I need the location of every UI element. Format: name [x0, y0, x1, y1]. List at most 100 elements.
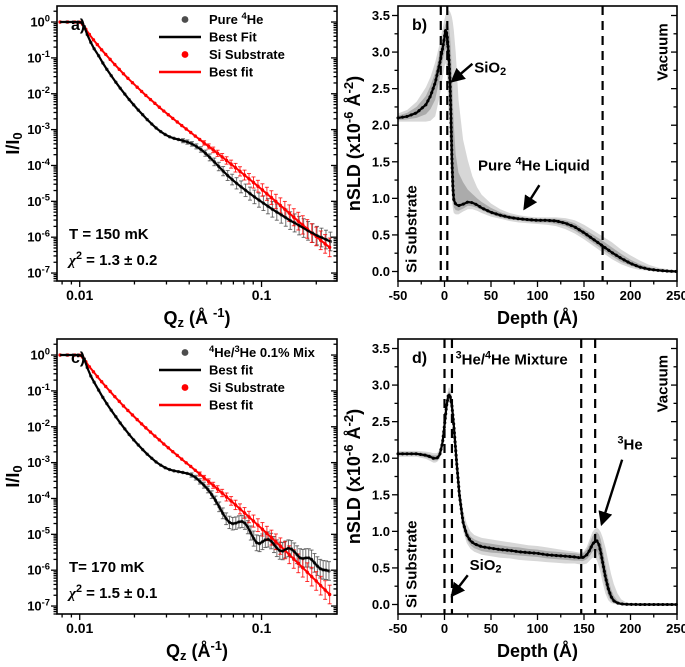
y-tick-label: 10-1 — [27, 381, 50, 398]
x-tick-label: 0 — [441, 621, 448, 636]
y-tick-label: 100 — [30, 12, 50, 29]
pure-4he-liquid-label-arrow — [523, 184, 541, 211]
y-tick-label: 3.0 — [372, 45, 390, 60]
y-tick-label: 0.0 — [372, 264, 390, 279]
legend: Pure 4He Best Fit Si Substrate Best fit — [159, 10, 285, 80]
axes — [392, 14, 678, 287]
legend-marker-dot — [181, 51, 189, 58]
x-tick-label: 50 — [484, 288, 498, 303]
y-tick-label: 10-3 — [27, 453, 50, 470]
y-tick-label: 10-4 — [27, 489, 51, 506]
nsld-profile-dotted-overlay — [396, 25, 679, 274]
si-substrate-label: Si Substrate — [404, 521, 421, 609]
x-tick-label: 100 — [527, 288, 549, 303]
legend-label: Si Substrate — [209, 47, 285, 62]
4he-3he-mix-data-best-fit-line — [60, 353, 330, 573]
y-tick-label: 10-5 — [27, 192, 50, 209]
x-tick-label: -50 — [389, 621, 408, 636]
y-tick-label: 10-2 — [27, 84, 50, 101]
vacuum-label: Vacuum — [655, 355, 672, 413]
y-axis-title: nSLD (x10-6 Å-2) — [342, 409, 364, 544]
y-tick-label: 10-7 — [27, 596, 50, 613]
stats-annotation: T= 170 mK — [69, 559, 145, 576]
y-tick-label: 10-4 — [27, 156, 51, 173]
panel-letter: c) — [71, 350, 85, 367]
panel-c-reflectivity-plot: 0.01 0.1 100 10-1 10-2 10-3 10-4 10-5 10-6 10-7 Qz… — [3, 338, 338, 663]
confidence-band-outer — [398, 10, 677, 272]
y-tick-label: 10-2 — [27, 417, 50, 434]
x-tick-label: 0 — [441, 288, 448, 303]
nsld-profile-line — [398, 393, 677, 606]
x-tick-label: 200 — [620, 288, 642, 303]
legend-label: Pure 4He — [209, 10, 263, 27]
y-tick-label: 0.0 — [372, 597, 390, 612]
y-tick-label: 1.0 — [372, 191, 390, 206]
axes — [51, 343, 337, 620]
x-tick-label: 100 — [527, 621, 549, 636]
he3-label-arrow — [598, 459, 624, 527]
legend-label: Best Fit — [209, 30, 257, 45]
confidence-band-inner — [398, 390, 677, 605]
legend-label: Best fit — [209, 65, 254, 80]
y-tick-label: 3.5 — [372, 341, 390, 356]
y-tick-label: 1.5 — [372, 487, 390, 502]
y-tick-label: 2.0 — [372, 451, 390, 466]
legend-marker-dot — [181, 349, 189, 356]
he3-label: 3He — [617, 434, 642, 453]
panel-d-sld-profile-plot: -50 0 50 100 150 200 250 0.0 0.5 1.0 1.5 2.0 2.5 3.0 3… — [342, 338, 685, 661]
x-axis-title: Depth (Å) — [497, 308, 578, 328]
x-tick-label: 150 — [573, 621, 595, 636]
y-tick-label: 10-3 — [27, 120, 50, 137]
panel-letter: d) — [412, 350, 427, 367]
panel-letter: a) — [71, 17, 85, 34]
y-axis-title: I/I0 — [3, 132, 25, 154]
y-tick-label: 2.5 — [372, 81, 390, 96]
panel-b-sld-profile-plot: -50 0 50 100 150 200 250 0.0 0.5 1.0 1.5 2.0 2.5 3.0 3… — [342, 5, 685, 328]
pure-4he-liquid-label: Pure 4He Liquid — [478, 156, 590, 175]
x-tick-label: 0.01 — [66, 620, 93, 636]
y-tick-label: 10-6 — [27, 560, 50, 577]
y-tick-label: 3.0 — [372, 378, 390, 393]
x-tick-label: 250 — [666, 621, 685, 636]
panel-letter: b) — [412, 17, 427, 34]
sio2-label-arrow — [450, 62, 474, 83]
x-axis-title: Qz (Å -1) — [163, 305, 230, 330]
y-tick-label: 1.0 — [372, 524, 390, 539]
sio2-label: SiO2 — [474, 60, 506, 78]
x-tick-label: -50 — [389, 288, 408, 303]
nsld-profile-dotted-overlay — [396, 391, 679, 607]
legend-label: Best fit — [209, 363, 254, 378]
legend-label: Best fit — [209, 398, 254, 413]
legend-marker-dot — [181, 16, 189, 23]
y-axis-title: nSLD (x10-6 Å-2) — [342, 76, 364, 211]
y-tick-label: 10-1 — [27, 48, 50, 65]
confidence-band-inner — [398, 22, 677, 272]
x-tick-label: 200 — [620, 621, 642, 636]
y-tick-label: 1.5 — [372, 154, 390, 169]
y-axis-title: I/I0 — [3, 465, 25, 487]
confidence-band-outer — [398, 387, 677, 605]
si-substrate-data-best-fit-line — [60, 21, 331, 249]
x-axis-title: Depth (Å) — [497, 641, 578, 661]
x-tick-label: 250 — [666, 288, 685, 303]
stats-annotation: χ2 = 1.3 ± 0.2 — [67, 250, 157, 269]
vacuum-label: Vacuum — [655, 23, 672, 81]
x-tick-label: 150 — [573, 288, 595, 303]
y-tick-label: 0.5 — [372, 560, 390, 575]
axes — [392, 347, 678, 620]
x-tick-label: 0.01 — [66, 287, 93, 303]
y-tick-label: 0.5 — [372, 227, 390, 242]
legend-label: 4He/3He 0.1% Mix — [209, 343, 316, 360]
pure-4he-data-best-fit-line — [60, 20, 331, 243]
x-axis-title: Qz (Å-1) — [166, 638, 228, 663]
y-tick-label: 10-6 — [27, 227, 50, 244]
x-tick-label: 50 — [484, 621, 498, 636]
axes — [51, 10, 337, 287]
stats-annotation: χ2 = 1.5 ± 0.1 — [67, 583, 157, 602]
y-tick-label: 2.5 — [372, 414, 390, 429]
y-tick-label: 10-5 — [27, 525, 50, 542]
legend: 4He/3He 0.1% Mix Best fit Si Substrate Best… — [159, 343, 316, 413]
x-tick-label: 0.1 — [252, 287, 272, 303]
legend-marker-dot — [181, 384, 189, 391]
